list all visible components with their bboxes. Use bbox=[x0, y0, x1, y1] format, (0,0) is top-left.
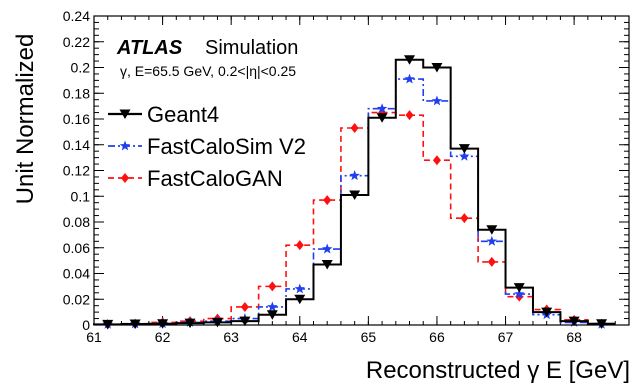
simulation-label: Simulation bbox=[205, 37, 298, 59]
data-point bbox=[184, 318, 196, 329]
legend-entry-label: FastCaloSim V2 bbox=[147, 134, 306, 159]
data-point bbox=[568, 316, 580, 327]
y-axis-label: Unit Normalized bbox=[12, 34, 39, 205]
data-point bbox=[541, 307, 553, 318]
data-point bbox=[486, 225, 498, 235]
legend-marker bbox=[119, 140, 131, 151]
data-point bbox=[460, 213, 469, 224]
y-tick-label: 0.14 bbox=[63, 137, 90, 153]
data-point bbox=[349, 190, 361, 200]
data-point bbox=[350, 123, 359, 134]
data-point bbox=[487, 256, 496, 267]
data-point bbox=[323, 195, 332, 206]
data-point bbox=[267, 301, 278, 312]
data-point bbox=[129, 319, 141, 329]
atlas-label: ATLAS bbox=[116, 37, 183, 59]
legend-entry-label: FastCaloGAN bbox=[147, 166, 283, 191]
legend-marker bbox=[121, 173, 129, 183]
data-point bbox=[211, 317, 223, 328]
y-tick-label: 0.12 bbox=[63, 163, 90, 179]
x-tick-label: 65 bbox=[361, 329, 377, 345]
histogram-step-line bbox=[93, 78, 616, 326]
data-point bbox=[432, 155, 441, 166]
x-tick-label: 66 bbox=[429, 329, 445, 345]
x-tick-label: 63 bbox=[223, 329, 239, 345]
data-point bbox=[295, 240, 304, 251]
legend-marker bbox=[119, 109, 131, 119]
y-tick-label: 0.08 bbox=[63, 214, 90, 230]
data-point bbox=[431, 63, 443, 73]
data-point bbox=[431, 95, 443, 106]
data-point bbox=[321, 259, 333, 270]
y-tick-label: 0.16 bbox=[63, 111, 90, 127]
x-tick-label: 61 bbox=[86, 329, 102, 345]
data-point bbox=[321, 243, 333, 254]
y-tick-label: 0.18 bbox=[63, 85, 90, 101]
data-point bbox=[404, 73, 415, 84]
y-tick-label: 0.2 bbox=[71, 60, 91, 76]
data-point bbox=[376, 113, 388, 123]
data-point bbox=[157, 319, 169, 329]
y-tick-label: 0.06 bbox=[63, 240, 90, 256]
y-tick-label: 0 bbox=[82, 317, 90, 333]
y-tick-label: 0.04 bbox=[63, 266, 90, 282]
data-point bbox=[486, 235, 498, 246]
data-point bbox=[349, 170, 360, 181]
y-tick-label: 0.02 bbox=[63, 291, 90, 307]
data-point bbox=[294, 283, 305, 294]
x-tick-label: 68 bbox=[566, 329, 582, 345]
data-point bbox=[240, 301, 249, 312]
data-point bbox=[458, 144, 470, 154]
histogram-layer bbox=[93, 55, 616, 330]
series-geant4 bbox=[93, 55, 616, 330]
data-point bbox=[266, 310, 278, 320]
x-tick-label: 62 bbox=[155, 329, 171, 345]
data-point bbox=[268, 281, 277, 292]
y-tick-label: 0.24 bbox=[63, 8, 90, 24]
x-tick-label: 64 bbox=[292, 329, 308, 345]
plot-frame bbox=[93, 15, 630, 326]
info-text: γ, E=65.5 GeV, 0.2<|η|<0.25 bbox=[120, 63, 296, 79]
legend-entry-label: Geant4 bbox=[147, 102, 219, 127]
y-tick-label: 0.1 bbox=[71, 188, 91, 204]
x-axis-label: Reconstructed γ E [GeV] bbox=[366, 357, 630, 384]
data-point bbox=[404, 55, 416, 65]
legend: Geant4 FastCaloSim V2 FastCaloGAN bbox=[108, 102, 306, 191]
histogram-step-line bbox=[93, 111, 616, 326]
data-point bbox=[376, 103, 388, 114]
data-point bbox=[596, 319, 608, 329]
data-point bbox=[513, 283, 525, 293]
data-point bbox=[294, 294, 306, 305]
data-point bbox=[239, 316, 251, 327]
histogram-step-line bbox=[93, 58, 616, 326]
x-tick-label: 67 bbox=[498, 329, 514, 345]
data-point bbox=[459, 150, 470, 161]
y-tick-label: 0.22 bbox=[63, 34, 90, 50]
data-point bbox=[514, 288, 525, 299]
data-point bbox=[405, 110, 414, 121]
